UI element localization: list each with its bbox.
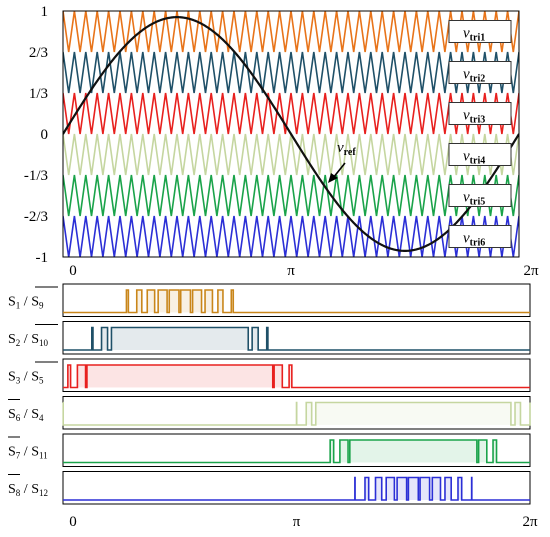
bottom-chart: S1 / S9 S2 / S10 S3 / S5 S6 / S4 S7 / S11 S8 …	[8, 283, 538, 530]
y-tick-label: 2/3	[29, 45, 48, 61]
legend-box	[448, 102, 512, 126]
switch-signal-8	[63, 476, 530, 501]
top-chart: 1 2/3 1/3 0 -1/3 -2/3 -1 0 π 2π vtri1 vtri2 vtri3 vtr…	[24, 4, 539, 279]
carrier-v-tri3	[63, 92, 519, 135]
switch-label: S1 / S9	[8, 294, 44, 310]
reference-sine	[63, 16, 519, 252]
legend-box	[448, 61, 512, 84]
switch-label: S8 / S12	[8, 482, 48, 498]
bottom-x-tick-label: 0	[69, 514, 77, 530]
switch-label: S2 / S10	[8, 332, 48, 348]
y-tick-label: 0	[41, 127, 49, 143]
legend-box	[448, 142, 512, 166]
carrier-v-tri2	[63, 51, 519, 94]
switch-fill	[63, 327, 530, 350]
legend-label: vtri3	[463, 108, 485, 126]
vref-arrow	[332, 162, 346, 179]
switch-fill	[63, 365, 530, 388]
bottom-x-tick-label: π	[293, 514, 301, 530]
switch-label: S6 / S4	[8, 407, 44, 423]
y-tick-label: 1	[41, 4, 49, 20]
vref-arrowhead	[328, 173, 338, 183]
legend-label: vtri2	[463, 67, 485, 85]
switch-label: S7 / S11	[8, 444, 48, 460]
switch-row-frame	[62, 471, 531, 505]
legend-box	[448, 19, 512, 43]
legend-label: vtri4	[463, 148, 485, 166]
legend-label: vtri1	[463, 25, 485, 43]
legend-box	[448, 184, 512, 207]
switch-fill	[63, 440, 530, 463]
x-tick-label: π	[287, 263, 295, 279]
y-tick-label: -1/3	[24, 168, 48, 184]
legend-label: vtri6	[463, 231, 485, 249]
y-tick-label: 1/3	[29, 86, 48, 102]
carrier-v-tri5	[63, 174, 519, 217]
x-tick-label: 2π	[523, 263, 539, 279]
switch-signal-7	[63, 439, 530, 464]
switch-signal-3	[63, 364, 530, 389]
switch-fill	[63, 477, 530, 500]
legend-label: vtri5	[463, 190, 485, 208]
switch-label: S3 / S5	[8, 369, 44, 385]
y-tick-label: -2/3	[24, 209, 48, 225]
switch-signal-1	[63, 289, 530, 314]
carrier-v-tri1	[63, 11, 519, 53]
vref-annotation: vref	[337, 140, 356, 158]
y-tick-label: -1	[36, 250, 49, 266]
bottom-x-tick-label: 2π	[522, 514, 538, 530]
carrier-v-tri6	[63, 215, 519, 257]
x-tick-label: 0	[69, 263, 77, 279]
top-plot-frame	[62, 10, 520, 258]
switch-row-frame	[62, 283, 531, 317]
switch-signal-6	[62, 401, 531, 426]
switch-signal-2	[63, 326, 530, 351]
legend-box	[448, 225, 512, 249]
